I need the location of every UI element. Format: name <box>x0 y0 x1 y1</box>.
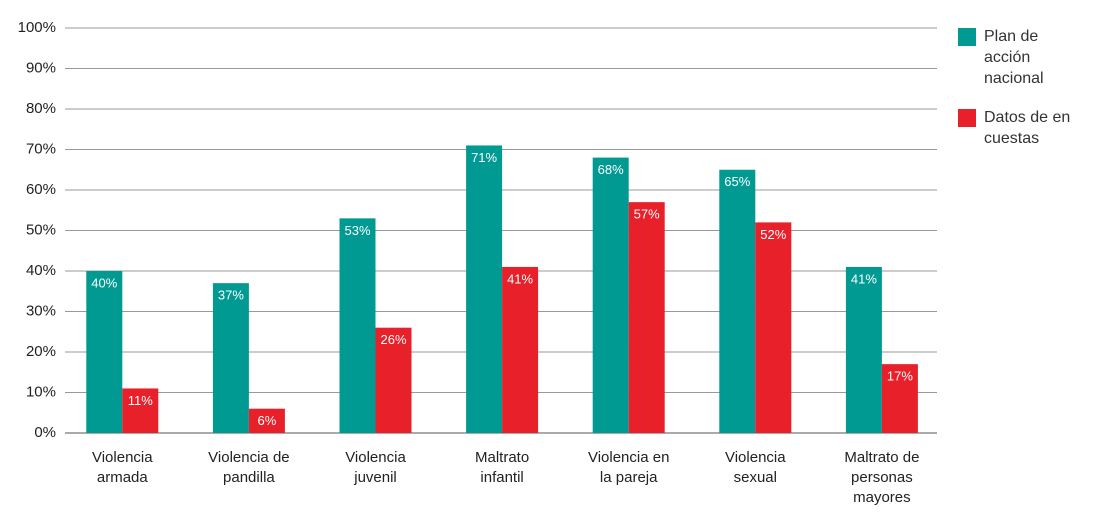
legend-swatch <box>958 109 976 127</box>
bar <box>339 218 376 433</box>
y-tick-label: 50% <box>26 221 56 238</box>
x-tick-label: la pareja <box>600 469 658 486</box>
legend-item: Datos de en cuestas <box>958 107 1093 149</box>
y-tick-label: 60% <box>26 181 56 198</box>
y-tick-label: 100% <box>18 19 56 36</box>
x-tick-label: Maltrato <box>475 449 529 466</box>
x-tick-label: Violencia en <box>588 449 669 466</box>
bar <box>592 157 629 433</box>
bar <box>628 202 665 433</box>
value-label: 17% <box>887 369 913 384</box>
value-label: 41% <box>851 271 877 286</box>
value-label: 11% <box>128 393 153 408</box>
legend-swatch <box>958 28 976 46</box>
x-tick-label: juvenil <box>353 469 397 486</box>
y-tick-label: 30% <box>26 302 56 319</box>
x-tick-label: Violencia de <box>208 449 289 466</box>
value-label: 26% <box>380 332 406 347</box>
value-label: 65% <box>724 174 750 189</box>
bar <box>466 145 503 433</box>
x-tick-label: Violencia <box>92 449 153 466</box>
y-tick-label: 20% <box>26 343 56 360</box>
bar <box>248 408 285 433</box>
value-label: 40% <box>91 275 117 290</box>
bar <box>212 283 249 433</box>
bar <box>122 388 159 433</box>
x-tick-label: Maltrato de <box>844 449 919 466</box>
bar <box>86 271 123 433</box>
y-tick-label: 40% <box>26 262 56 279</box>
legend-label: Datos de en cuestas <box>984 109 1071 147</box>
value-label: 57% <box>634 207 660 222</box>
value-label: 52% <box>760 227 786 242</box>
bar <box>881 364 918 433</box>
y-tick-label: 80% <box>26 100 56 117</box>
bar <box>755 222 792 433</box>
legend-item: Plan de acción nacional <box>958 26 1093 89</box>
y-tick-label: 70% <box>26 140 56 157</box>
legend: Plan de acción nacional Datos de en cuest… <box>958 26 1093 167</box>
y-tick-label: 10% <box>26 383 56 400</box>
value-label: 68% <box>598 162 624 177</box>
legend-label: Plan de acción nacional <box>984 28 1044 87</box>
value-label: 53% <box>344 223 370 238</box>
x-tick-label: Violencia <box>725 449 786 466</box>
value-label: 37% <box>218 288 244 303</box>
x-tick-label: sexual <box>734 469 777 486</box>
x-tick-label: Violencia <box>345 449 406 466</box>
bar <box>719 169 756 433</box>
x-tick-label: personas <box>851 469 913 486</box>
x-tick-label: armada <box>97 469 149 486</box>
y-tick-label: 90% <box>26 59 56 76</box>
x-tick-label: pandilla <box>223 469 275 486</box>
bar <box>502 266 539 433</box>
bar <box>375 327 412 433</box>
x-tick-label: mayores <box>853 489 911 506</box>
bar <box>845 266 882 433</box>
y-tick-label: 0% <box>34 424 56 441</box>
value-label: 6% <box>258 413 277 428</box>
value-label: 41% <box>507 271 533 286</box>
x-tick-label: infantil <box>480 469 523 486</box>
value-label: 71% <box>471 150 497 165</box>
